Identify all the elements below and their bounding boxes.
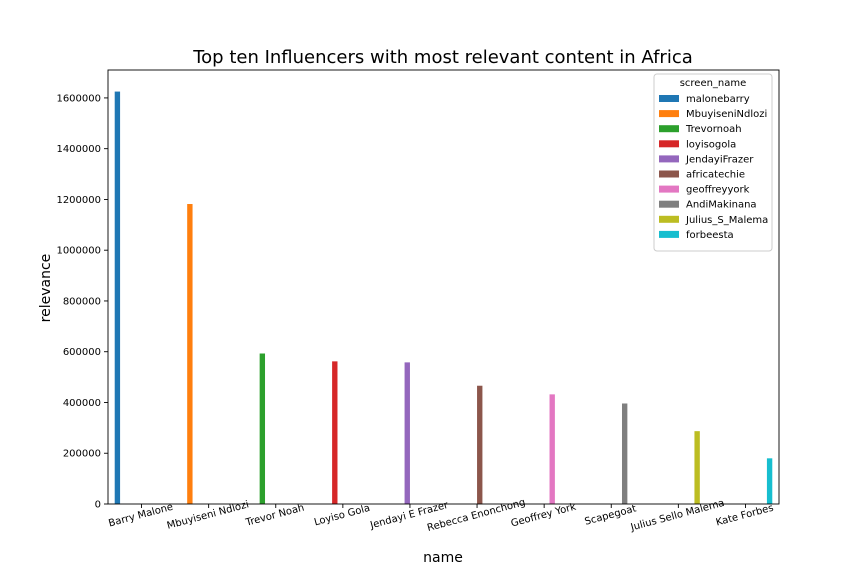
bar-geoffreyyork bbox=[549, 394, 555, 504]
legend-label-malonebarry: malonebarry bbox=[686, 94, 750, 105]
chart-title: Top ten Influencers with most relevant c… bbox=[192, 47, 693, 68]
legend-label-Trevornoah: Trevornoah bbox=[685, 124, 742, 135]
legend-swatch-JendayiFrazer bbox=[659, 155, 679, 163]
legend-label-AndiMakinana: AndiMakinana bbox=[686, 200, 757, 211]
bar-africatechie bbox=[477, 385, 483, 504]
legend-label-MbuyiseniNdlozi: MbuyiseniNdlozi bbox=[686, 109, 767, 120]
legend-label-Julius_S_Malema: Julius_S_Malema bbox=[685, 215, 768, 226]
x-tick-label: Trevor Noah bbox=[244, 502, 306, 528]
bar-Trevornoah bbox=[259, 353, 266, 504]
y-tick-label: 1000000 bbox=[56, 246, 101, 257]
bar-Julius_S_Malema bbox=[694, 431, 700, 504]
bar-malonebarry bbox=[114, 91, 121, 504]
legend-swatch-loyisogola bbox=[659, 140, 679, 148]
legend-swatch-geoffreyyork bbox=[659, 185, 679, 193]
bar-forbeesta bbox=[766, 458, 773, 504]
bar-loyisogola bbox=[332, 361, 338, 504]
y-tick-label: 1600000 bbox=[56, 93, 101, 104]
y-tick-label: 0 bbox=[95, 500, 101, 511]
bar-AndiMakinana bbox=[621, 403, 628, 504]
legend-swatch-MbuyiseniNdlozi bbox=[659, 110, 679, 118]
legend: screen_name malonebarry MbuyiseniNdlozi Tre… bbox=[653, 73, 773, 252]
y-tick-label: 1200000 bbox=[56, 195, 101, 206]
x-tick-label: Loyiso Gola bbox=[313, 503, 371, 529]
legend-label-JendayiFrazer: JendayiFrazer bbox=[685, 154, 754, 165]
y-tick-label: 600000 bbox=[63, 347, 101, 358]
bar-MbuyiseniNdlozi bbox=[187, 204, 193, 504]
y-tick-label: 400000 bbox=[63, 398, 101, 409]
legend-swatch-Julius_S_Malema bbox=[659, 215, 679, 223]
y-tick-label: 800000 bbox=[63, 296, 101, 307]
legend-label-forbeesta: forbeesta bbox=[686, 230, 734, 241]
legend-label-geoffreyyork: geoffreyyork bbox=[686, 185, 750, 196]
y-tick-label: 1400000 bbox=[56, 144, 101, 155]
bar-JendayiFrazer bbox=[404, 362, 410, 504]
legend-swatch-AndiMakinana bbox=[659, 200, 679, 208]
legend-swatch-forbeesta bbox=[659, 230, 679, 238]
x-tick-label: Barry Malone bbox=[107, 502, 174, 530]
plot-frame bbox=[107, 69, 780, 505]
y-tick-label: 200000 bbox=[63, 449, 101, 460]
legend-title: screen_name bbox=[680, 78, 747, 89]
legend-swatch-malonebarry bbox=[659, 95, 679, 102]
legend-box bbox=[653, 73, 773, 252]
bars-layer bbox=[114, 91, 773, 504]
legend-label-loyisogola: loyisogola bbox=[686, 139, 736, 150]
x-axis-title: name bbox=[423, 550, 463, 566]
legend-label-africatechie: africatechie bbox=[686, 170, 745, 181]
legend-swatch-Trevornoah bbox=[659, 125, 679, 133]
x-tick-label: Julius Sello Malema bbox=[629, 498, 726, 534]
legend-swatch-africatechie bbox=[659, 170, 679, 178]
y-axis-title: relevance bbox=[38, 254, 54, 323]
